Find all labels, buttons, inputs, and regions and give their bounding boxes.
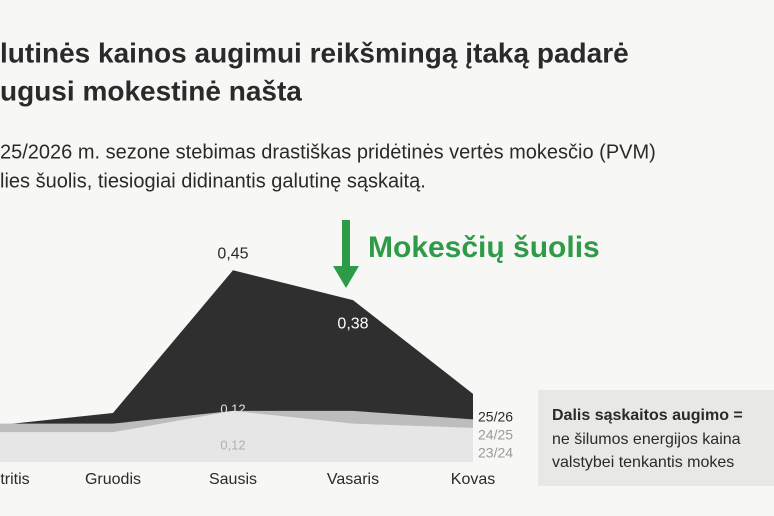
title: ugusi mokestinė našta bbox=[0, 75, 302, 106]
note: ne šilumos energijos kaina bbox=[552, 431, 741, 448]
note: Dalis sąskaitos augimo = bbox=[552, 407, 743, 424]
arrow-head bbox=[333, 266, 359, 288]
data-label: 0,12 bbox=[220, 437, 245, 452]
subtitle: 25/2026 m. sezone stebimas drastiškas pr… bbox=[0, 141, 656, 163]
data-label: 0,45 bbox=[217, 246, 248, 263]
arrow-shaft bbox=[342, 220, 350, 270]
annotation-arrow bbox=[333, 220, 359, 288]
annotation: Mokesčių šuolis bbox=[368, 231, 600, 264]
x-tick-label: Gruodis bbox=[85, 471, 141, 488]
note: valstybei tenkantis mokes bbox=[552, 454, 734, 471]
title: lutinės kainos augimui reikšmingą įtaką … bbox=[0, 37, 629, 68]
x-tick-label: tritis bbox=[0, 471, 29, 488]
data-label: 0,38 bbox=[337, 315, 368, 332]
legend-label: 23/24 bbox=[478, 445, 513, 461]
data-label: 0,12 bbox=[220, 401, 245, 416]
x-tick-label: Kovas bbox=[451, 471, 495, 488]
x-tick-label: Sausis bbox=[209, 471, 257, 488]
legend-label: 24/25 bbox=[478, 427, 513, 443]
subtitle: lies šuolis, tiesiogiai didinantis galut… bbox=[0, 170, 426, 192]
x-tick-label: Vasaris bbox=[327, 471, 379, 488]
area bbox=[0, 410, 473, 462]
note-box bbox=[538, 390, 774, 486]
legend-label: 25/26 bbox=[478, 409, 513, 425]
